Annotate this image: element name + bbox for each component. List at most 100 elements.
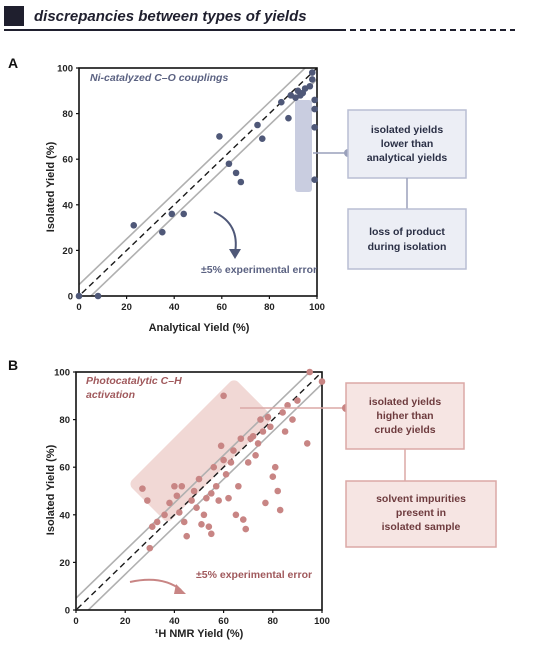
data-point (166, 499, 173, 507)
y-tick-label: 60 (59, 463, 70, 474)
panel-b-callout-primary-line1: isolated yields (369, 396, 442, 408)
data-point (242, 525, 250, 533)
panel-a-callout-primary-line2: lower than (381, 138, 434, 150)
data-point (311, 96, 318, 104)
data-point (227, 459, 235, 466)
x-tick-label: 100 (314, 616, 330, 627)
data-point (311, 176, 318, 184)
y-tick-label: 40 (59, 510, 70, 521)
panel-a-letter: A (8, 55, 18, 71)
panel-b-plot: 0 20 40 60 80 100 0 20 40 60 80 100 (54, 368, 330, 628)
data-point (311, 123, 318, 131)
panel-b-xlabel: ¹H NMR Yield (%) (155, 628, 244, 640)
data-point (153, 518, 161, 526)
data-point (254, 440, 262, 447)
x-tick-label: 60 (217, 302, 228, 313)
panel-a-callout-secondary-line1: loss of product (369, 226, 445, 238)
panel-b-callout-primary (345, 382, 465, 450)
panel-b-letter: B (8, 357, 18, 373)
panel-a-ylabel: Isolated Yield (%) (45, 141, 57, 232)
data-point (200, 511, 208, 519)
panel-b-callout-secondary-line3: isolated sample (382, 521, 461, 533)
data-point (276, 506, 284, 514)
y-tick-label: 100 (57, 64, 73, 75)
data-point (205, 523, 213, 530)
x-tick-label: 40 (169, 616, 180, 627)
data-point (178, 482, 186, 490)
panel-b-error-arrowhead (174, 584, 186, 594)
header-title: discrepancies between types of yields (34, 8, 307, 25)
plot-frame (75, 371, 323, 611)
data-point (173, 492, 181, 500)
data-point (318, 378, 326, 385)
identity-line (76, 372, 322, 610)
data-point (257, 416, 264, 423)
data-point (146, 544, 154, 552)
identity-line (79, 68, 317, 296)
data-point (259, 428, 267, 435)
panel-a-shaded-region (295, 100, 312, 192)
panel-b: B 0 20 40 60 80 100 0 20 40 60 80 100 Photocatalyti… (8, 357, 497, 640)
panel-a-xlabel: Analytical Yield (%) (149, 322, 250, 334)
panel-b-error-arrow (129, 578, 182, 591)
panel-b-callout-primary-line2: higher than (376, 410, 433, 422)
data-point (303, 440, 311, 447)
data-point (264, 413, 272, 421)
y-tick-label: 0 (68, 292, 73, 303)
data-point (168, 210, 176, 218)
data-point (232, 511, 240, 519)
x-tick-label: 80 (268, 616, 279, 627)
panel-a-subtitle: Ni-catalyzed C–O couplings (90, 72, 228, 84)
data-point (216, 133, 223, 140)
data-point (306, 82, 314, 90)
panel-a-error-line1: ±5% experimental error (201, 264, 317, 276)
data-point (139, 485, 146, 492)
y-tick-label: 0 (65, 606, 70, 617)
data-point (284, 402, 291, 409)
data-point (208, 490, 215, 497)
data-point (215, 497, 222, 504)
data-point (195, 475, 203, 483)
data-point (210, 463, 218, 471)
data-point (249, 432, 257, 440)
data-point (222, 471, 230, 478)
data-point (262, 499, 269, 507)
x-tick-label: 20 (120, 616, 131, 627)
x-tick-label: 40 (169, 302, 180, 313)
panel-a-error-arrowhead (229, 249, 241, 259)
panel-a-plot: 0 20 40 60 80 100 0 20 40 60 80 100 (57, 64, 325, 314)
y-tick-label: 80 (62, 109, 73, 120)
y-tick-label: 60 (62, 155, 73, 166)
error-band-upper (79, 68, 307, 286)
data-point (271, 463, 279, 471)
x-tick-label: 0 (76, 302, 81, 313)
header-square-icon (4, 6, 24, 26)
panel-b-subtitle-line2: activation (86, 389, 135, 401)
panel-b-callout-secondary-line2: present in (396, 507, 446, 519)
panel-a: A 0 20 40 60 80 100 0 20 40 60 80 100 Ni-catalyzed … (8, 55, 467, 334)
data-point (220, 392, 227, 400)
data-point (267, 423, 274, 431)
data-point (193, 504, 200, 511)
data-point (198, 521, 205, 528)
data-point (203, 494, 210, 502)
data-point (237, 435, 245, 442)
x-tick-label: 0 (73, 616, 78, 627)
x-tick-label: 20 (121, 302, 132, 313)
data-point (75, 292, 83, 300)
panel-b-ylabel: Isolated Yield (%) (45, 444, 57, 535)
panel-a-callout-primary-line3: analytical yields (367, 152, 448, 164)
data-point (278, 98, 285, 106)
data-point (94, 292, 102, 300)
data-point (220, 456, 227, 464)
data-point (269, 473, 277, 481)
data-point (217, 442, 225, 450)
data-point (235, 482, 242, 490)
x-tick-label: 100 (309, 302, 325, 313)
data-point (188, 497, 195, 504)
data-point (308, 69, 316, 76)
data-point (180, 518, 188, 526)
data-point (311, 105, 318, 113)
panel-b-callout-secondary-line1: solvent impurities (376, 493, 466, 505)
